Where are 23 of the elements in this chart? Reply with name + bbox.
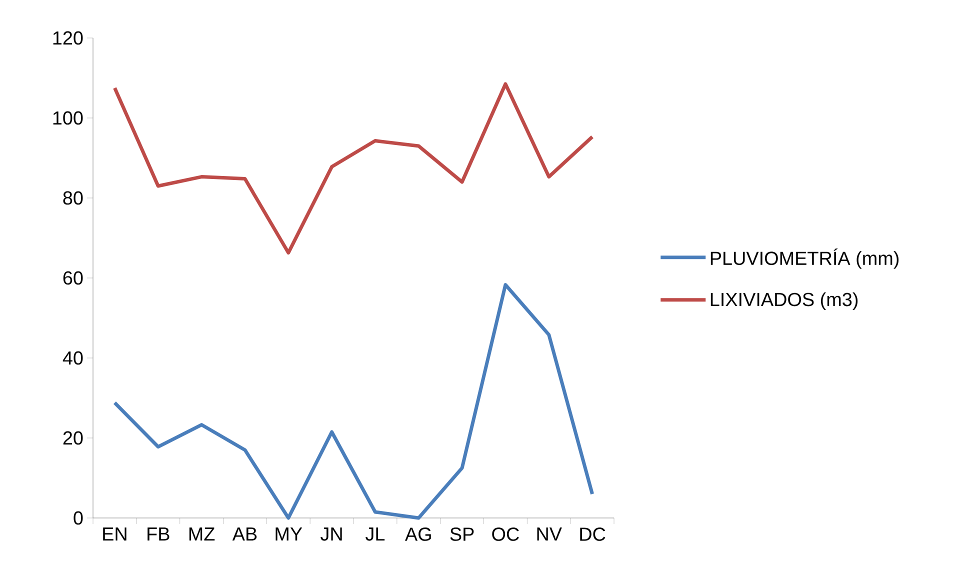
line-series: [112, 82, 594, 255]
x-tick-label: EN: [103, 528, 126, 541]
y-tick-label: 120: [53, 31, 83, 45]
x-tick-label: DC: [580, 528, 606, 541]
x-tick-label: AG: [404, 528, 431, 541]
line-series: [112, 283, 594, 520]
legend-label: PLUVIOMETRÍA (mm): [710, 248, 899, 269]
x-tick-label: JL: [366, 528, 385, 541]
x-tick-label: MY: [276, 528, 302, 541]
y-tick-label: 0: [74, 511, 83, 525]
x-tick-label: OC: [492, 528, 519, 541]
x-tick-label: JN: [320, 528, 342, 541]
y-tick-label: 100: [53, 111, 83, 125]
y-tick-label: 20: [63, 431, 83, 445]
x-tick-label: FB: [148, 528, 170, 541]
legend-label: LIXIVIADOS (m3): [710, 292, 858, 310]
x-tick-label: MZ: [189, 528, 215, 541]
y-tick-label: 60: [63, 271, 83, 285]
y-tick-label: 40: [62, 351, 83, 365]
x-tick-label: NV: [537, 528, 562, 541]
x-tick-label: AB: [232, 528, 257, 541]
x-tick-label: SP: [450, 528, 474, 541]
y-tick-label: 80: [63, 191, 83, 205]
